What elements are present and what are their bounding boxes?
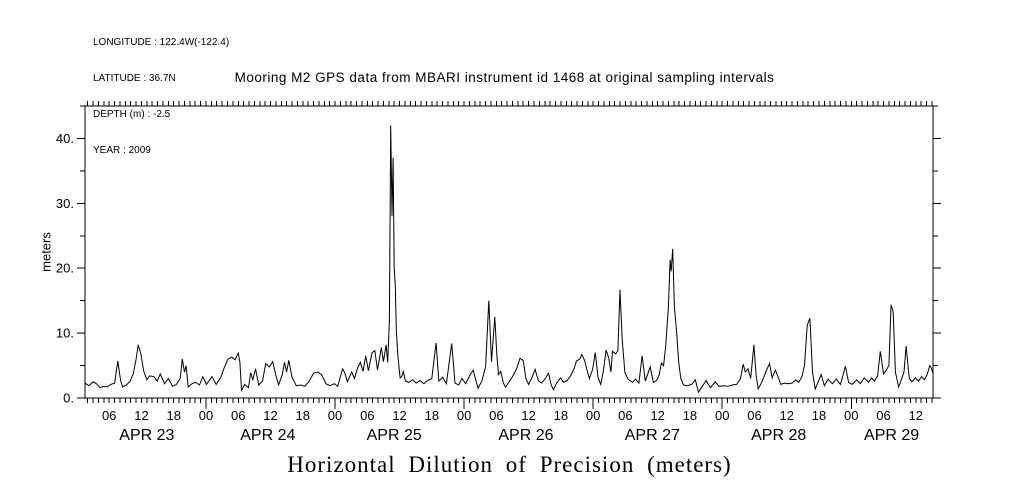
x-day-label: APR 29 bbox=[864, 427, 919, 444]
x-day-label: APR 28 bbox=[751, 427, 806, 444]
x-tick-label: 00 bbox=[844, 408, 858, 423]
x-tick-label: 12 bbox=[521, 408, 535, 423]
latitude-value: LATITUDE : 36.7N bbox=[93, 73, 176, 84]
x-day-label: APR 27 bbox=[625, 427, 680, 444]
metadata-block: LONGITUDE : 122.4W(-122.4) LATITUDE : 36… bbox=[93, 13, 229, 181]
x-tick-label: 00 bbox=[457, 408, 471, 423]
x-day-label: APR 24 bbox=[240, 427, 295, 444]
y-tick-label: 40. bbox=[56, 131, 74, 146]
x-tick-label: 18 bbox=[554, 408, 568, 423]
x-tick-label: 18 bbox=[166, 408, 180, 423]
y-tick-label: 30. bbox=[56, 196, 74, 211]
x-tick-label: 06 bbox=[360, 408, 374, 423]
x-day-label: APR 25 bbox=[367, 427, 422, 444]
x-tick-label: 12 bbox=[909, 408, 923, 423]
x-tick-label: 12 bbox=[392, 408, 406, 423]
x-tick-label: 00 bbox=[199, 408, 213, 423]
x-tick-label: 00 bbox=[586, 408, 600, 423]
x-tick-label: 06 bbox=[747, 408, 761, 423]
x-tick-label: 00 bbox=[715, 408, 729, 423]
x-tick-label: 12 bbox=[780, 408, 794, 423]
x-tick-label: 18 bbox=[425, 408, 439, 423]
x-day-label: APR 23 bbox=[119, 427, 174, 444]
x-tick-label: 12 bbox=[263, 408, 277, 423]
x-tick-label: 18 bbox=[296, 408, 310, 423]
y-tick-label: 10. bbox=[56, 326, 74, 341]
chart-title: Mooring M2 GPS data from MBARI instrumen… bbox=[234, 70, 775, 85]
x-tick-label: 18 bbox=[683, 408, 697, 423]
y-axis-label: meters bbox=[38, 232, 54, 272]
year-value: YEAR : 2009 bbox=[93, 145, 151, 156]
x-tick-label: 06 bbox=[102, 408, 116, 423]
x-tick-label: 06 bbox=[489, 408, 503, 423]
x-tick-label: 00 bbox=[328, 408, 342, 423]
x-tick-label: 06 bbox=[876, 408, 890, 423]
longitude-value: LONGITUDE : 122.4W(-122.4) bbox=[93, 37, 230, 48]
hdop-trace bbox=[84, 125, 934, 394]
x-tick-label: 18 bbox=[812, 408, 826, 423]
x-day-label: APR 26 bbox=[498, 427, 553, 444]
y-tick-label: 20. bbox=[56, 261, 74, 276]
depth-value: DEPTH (m) : -2.5 bbox=[93, 109, 171, 120]
x-axis-title: Horizontal Dilution of Precision (meters… bbox=[287, 452, 732, 477]
x-tick-label: 06 bbox=[618, 408, 632, 423]
x-tick-label: 12 bbox=[134, 408, 148, 423]
plot-frame bbox=[84, 105, 934, 399]
x-tick-label: 12 bbox=[650, 408, 664, 423]
y-tick-label: 0. bbox=[63, 391, 74, 406]
x-tick-label: 06 bbox=[231, 408, 245, 423]
